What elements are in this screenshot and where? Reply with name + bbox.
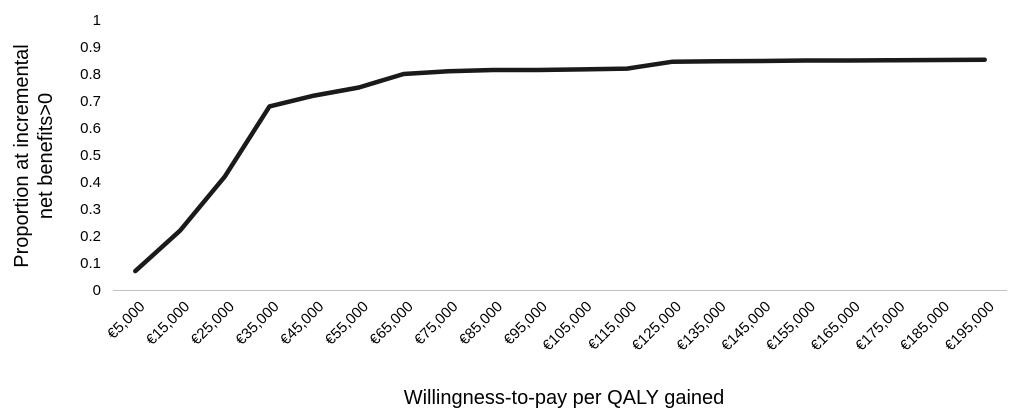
y-tick-label: 0.3 [80, 201, 101, 218]
y-tick-label: 0.5 [80, 147, 101, 164]
x-tick-label: €75,000 [411, 298, 461, 348]
x-tick-label: €5,000 [104, 298, 148, 342]
x-tick-label: €105,000 [539, 298, 595, 354]
series-layer [133, 57, 987, 274]
x-tick-label: €85,000 [456, 298, 506, 348]
x-tick-label: €195,000 [942, 298, 998, 354]
y-tick-label: 0.6 [80, 120, 101, 137]
x-tick-label: €15,000 [143, 298, 193, 348]
y-axis-title-line-1: Proportion at incremental [11, 44, 33, 267]
y-tick-label: 0.4 [80, 174, 101, 191]
y-tick-label: 0.2 [80, 228, 101, 245]
y-tick-label: 0.9 [80, 39, 101, 56]
y-tick-label: 1 [93, 12, 101, 29]
x-tick-label: €25,000 [188, 298, 238, 348]
x-tick-label: €45,000 [277, 298, 327, 348]
x-tick-label: €55,000 [322, 298, 372, 348]
x-tick-labels: €5,000€15,000€25,000€35,000€45,000€55,00… [104, 298, 998, 354]
y-tick-label: 0.8 [80, 66, 101, 83]
y-tick-label: 0.7 [80, 93, 101, 110]
y-tick-label: 0 [93, 282, 101, 299]
y-axis-title-line-2: net benefits>0 [35, 93, 57, 219]
series-line [133, 57, 987, 274]
y-tick-labels: 0 0.1 0.2 0.3 0.4 0.5 0.6 0.7 0.8 0.9 1 [80, 12, 101, 299]
x-axis-title: Willingness-to-pay per QALY gained [404, 387, 725, 409]
x-tick-label: €35,000 [232, 298, 282, 348]
y-tick-label: 0.1 [80, 255, 101, 272]
x-tick-label: €65,000 [366, 298, 416, 348]
